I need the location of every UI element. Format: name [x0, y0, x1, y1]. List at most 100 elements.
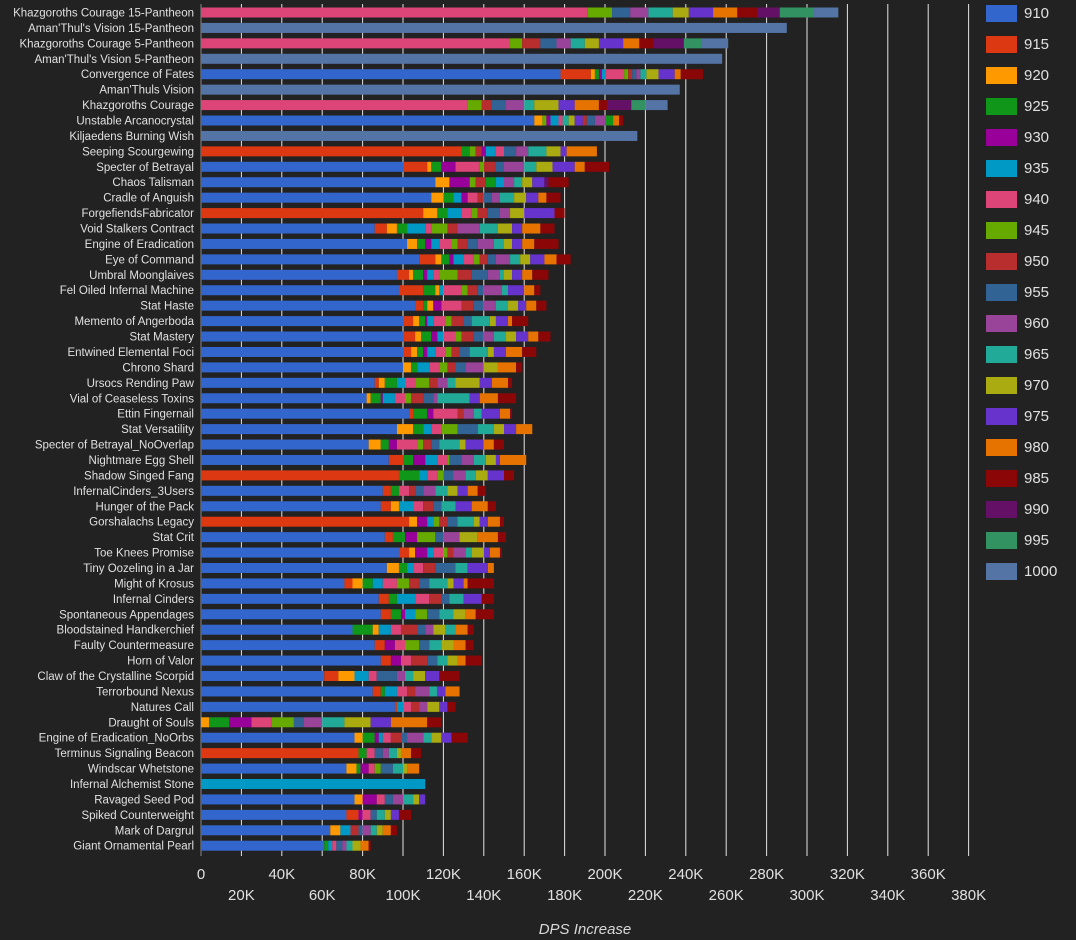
bar-segment [570, 38, 585, 49]
legend-swatch [986, 222, 1017, 239]
bar-segment [506, 346, 523, 357]
bar-segment [380, 655, 391, 666]
bar-segment [473, 254, 480, 265]
bar-segment [467, 485, 478, 496]
bar-segment [544, 177, 549, 188]
bar-segment [479, 516, 488, 527]
bar-segment [201, 717, 210, 728]
bar-segment [510, 38, 523, 49]
bar-segment [413, 269, 424, 280]
bar-segment [672, 7, 689, 18]
bar-segment [403, 454, 414, 465]
bar-segment [601, 69, 607, 80]
bar-segment [382, 748, 389, 759]
bar-segment [457, 223, 480, 234]
bar-segment [526, 192, 539, 203]
bar-segment [370, 393, 381, 404]
bar-segment [524, 208, 555, 219]
bar-segment [447, 516, 458, 527]
bar-segment [566, 146, 597, 157]
legend-label: 955 [1024, 284, 1050, 301]
legend-label: 920 [1024, 67, 1050, 84]
bar-segment [376, 825, 383, 836]
bar-segment [372, 624, 379, 635]
bar-segment [352, 840, 361, 851]
bar-segment [477, 532, 498, 543]
bar-segment [201, 578, 345, 589]
bar-segment [479, 254, 488, 265]
bar-segment [396, 593, 416, 604]
bar-segment [427, 655, 438, 666]
bar-segment [396, 424, 414, 435]
bar-segment [489, 316, 496, 327]
bar-segment [396, 578, 410, 589]
bar-segment [336, 840, 343, 851]
bar-segment [201, 208, 424, 219]
bar-segment [201, 454, 389, 465]
bar-segment [382, 732, 391, 743]
bar-segment [479, 393, 498, 404]
bar-segment [524, 285, 535, 296]
bar-segment [447, 578, 454, 589]
bar-segment [201, 562, 387, 573]
y-axis-label: Ettin Fingernail [117, 409, 194, 421]
bar-segment [374, 732, 379, 743]
bar-segment [362, 578, 373, 589]
bar-segment [713, 7, 738, 18]
bar-segment [477, 192, 484, 203]
bar-segment [201, 485, 383, 496]
bar-segment [467, 624, 474, 635]
bar-segment [409, 408, 414, 419]
bar-segment [445, 686, 460, 697]
legend-swatch [986, 5, 1017, 22]
bar-segment [457, 485, 468, 496]
gridlines [200, 4, 970, 856]
bar-segment [396, 686, 408, 697]
bar-segment [437, 377, 448, 388]
bar-segment [425, 238, 432, 249]
legend-label: 990 [1024, 501, 1050, 518]
bar-segment [469, 393, 480, 404]
bar-segment [407, 223, 426, 234]
bar-segment [680, 69, 703, 80]
bar-segment [443, 532, 460, 543]
x-tick-label: 340K [870, 887, 905, 904]
y-axis-label: Chrono Shard [122, 362, 194, 374]
bar-segment [584, 38, 599, 49]
bar-segment [425, 223, 432, 234]
bar-segment [506, 100, 525, 111]
bar-segment [441, 593, 450, 604]
bar-segment [485, 146, 496, 157]
bar-segment [201, 547, 399, 558]
bar-segment [469, 177, 476, 188]
bar-segment [386, 562, 399, 573]
bar-segment [380, 609, 391, 620]
legend-label: 980 [1024, 439, 1050, 456]
x-tick-label: 120K [426, 866, 461, 883]
bar-segment [598, 38, 624, 49]
bar-segment [493, 346, 507, 357]
bar-segment [598, 69, 602, 80]
bar-segment [453, 254, 464, 265]
bar-segment [479, 377, 492, 388]
y-axis-label: Infernal Cinders [113, 594, 194, 606]
y-axis-label: Spiked Counterweight [81, 810, 194, 822]
x-tick-label: 280K [749, 866, 784, 883]
y-axis-label: Shadow Singed Fang [84, 470, 194, 482]
bar-segment [429, 377, 438, 388]
bar-segment [443, 285, 462, 296]
bar-segment [495, 300, 509, 311]
bar-segment [612, 7, 631, 18]
y-axis-label: Stat Versatility [121, 424, 194, 436]
bar-segment [390, 485, 399, 496]
bar-segment [201, 408, 410, 419]
bar-segment [201, 53, 723, 64]
bar-segment [201, 655, 381, 666]
bar-segment [322, 717, 345, 728]
bar-segment [461, 192, 468, 203]
bar-segment [427, 516, 434, 527]
x-tick-label: 60K [309, 887, 336, 904]
bar-segment [201, 593, 379, 604]
bar-segment [433, 269, 440, 280]
bar-segment [556, 254, 571, 265]
